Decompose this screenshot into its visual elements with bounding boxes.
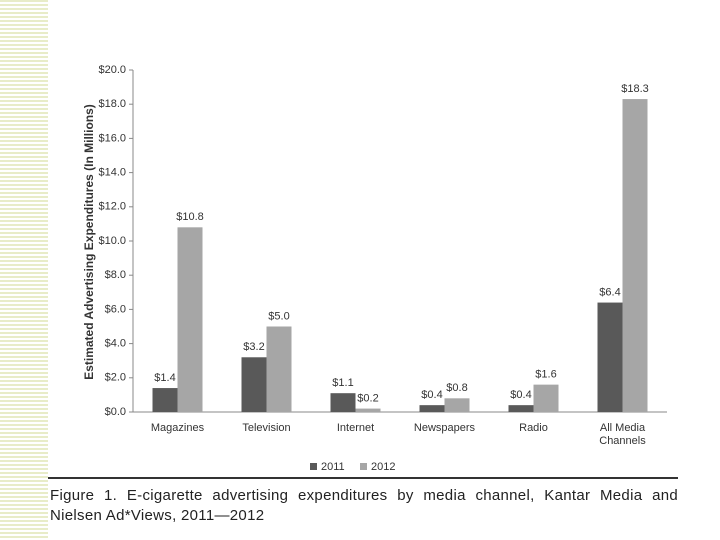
value-label: $0.4 xyxy=(421,389,442,401)
value-label: $1.1 xyxy=(332,377,353,389)
y-tick-label: $2.0 xyxy=(105,372,126,384)
bar xyxy=(622,99,648,412)
value-label: $3.2 xyxy=(243,341,264,353)
x-tick-label: All Media Channels xyxy=(599,422,646,447)
x-tick-label: Internet xyxy=(336,422,375,434)
y-axis-label: Estimated Advertising Expenditures (In M… xyxy=(82,104,96,380)
bar xyxy=(266,326,292,412)
legend-label: 2011 xyxy=(321,461,345,473)
bar xyxy=(508,405,534,412)
bar xyxy=(152,388,178,412)
y-tick-label: $12.0 xyxy=(98,201,126,213)
bar xyxy=(597,302,623,412)
x-tick-label: Newspapers xyxy=(413,422,476,434)
bar xyxy=(355,408,381,412)
legend-label: 2012 xyxy=(371,461,395,473)
bar xyxy=(241,357,267,412)
bar xyxy=(533,384,559,412)
y-tick-label: $6.0 xyxy=(105,303,126,315)
bar xyxy=(330,393,356,412)
y-tick-label: $10.0 xyxy=(98,235,126,247)
decoration xyxy=(0,0,48,540)
y-tick-label: $0.0 xyxy=(105,406,126,418)
x-tick-label: Magazines xyxy=(150,422,205,434)
x-tick-label: Television xyxy=(242,422,291,434)
y-tick-label: $18.0 xyxy=(98,98,126,110)
value-label: $0.2 xyxy=(357,392,378,404)
caption: Figure 1. E-cigarette advertising expend… xyxy=(50,487,678,524)
legend-swatch xyxy=(360,463,367,470)
y-tick-label: $16.0 xyxy=(98,132,126,144)
value-label: $5.0 xyxy=(268,310,289,322)
bar xyxy=(444,398,470,412)
value-label: $1.6 xyxy=(535,369,556,381)
value-label: $0.8 xyxy=(446,382,467,394)
y-tick-label: $4.0 xyxy=(105,338,126,350)
value-label: $6.4 xyxy=(599,286,620,298)
value-label: $1.4 xyxy=(154,372,175,384)
bar xyxy=(419,405,445,412)
y-tick-label: $20.0 xyxy=(98,64,126,76)
bar xyxy=(177,227,203,412)
y-tick-label: $8.0 xyxy=(105,269,126,281)
value-label: $18.3 xyxy=(621,83,649,95)
value-label: $10.8 xyxy=(176,211,204,223)
x-tick-label: Radio xyxy=(519,422,548,434)
value-label: $0.4 xyxy=(510,389,531,401)
y-tick-label: $14.0 xyxy=(98,167,126,179)
legend-swatch xyxy=(310,463,317,470)
